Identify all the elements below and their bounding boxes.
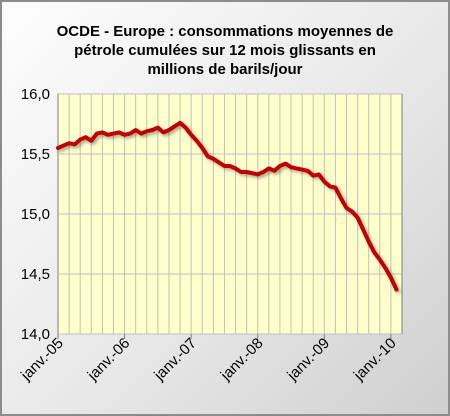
title-line-1: OCDE - Europe : consommations moyennes d… [56, 23, 394, 40]
data-point [328, 184, 332, 188]
data-point [322, 180, 326, 184]
data-point [145, 129, 149, 133]
data-point [350, 210, 354, 214]
data-point [311, 174, 315, 178]
chart-title: OCDE - Europe : consommations moyennes d… [0, 22, 450, 79]
data-point [228, 164, 232, 168]
data-point [239, 170, 243, 174]
data-point [339, 196, 343, 200]
data-point [89, 139, 93, 143]
data-point [123, 133, 127, 137]
x-tick-label: janv.-06 [84, 335, 134, 385]
data-point [200, 146, 204, 150]
title-line-3: millions de barils/jour [147, 61, 303, 78]
data-point [195, 139, 199, 143]
data-point [345, 206, 349, 210]
y-tick-label: 14,0 [21, 326, 50, 343]
data-point [178, 121, 182, 125]
data-point [167, 128, 171, 132]
consumption-line [56, 120, 399, 292]
data-point [300, 168, 304, 172]
data-point [95, 132, 99, 136]
data-point [378, 258, 382, 262]
data-point [295, 166, 299, 170]
data-point [272, 169, 276, 173]
data-point [245, 170, 249, 174]
data-point [173, 124, 177, 128]
data-point [117, 130, 121, 134]
data-point [367, 240, 371, 244]
data-point [383, 266, 387, 270]
data-point [73, 142, 77, 146]
data-point [306, 169, 310, 173]
data-point [161, 130, 165, 134]
data-point [284, 162, 288, 166]
data-point [184, 126, 188, 130]
x-tick-label: janv.-07 [150, 335, 200, 385]
data-point [217, 160, 221, 164]
data-point [67, 141, 71, 145]
data-point [189, 133, 193, 137]
data-point [100, 130, 104, 134]
data-point [112, 132, 116, 136]
y-axis: 14,0 14,5 15,0 15,5 16,0 [21, 86, 50, 343]
data-point [156, 126, 160, 130]
data-point [134, 128, 138, 132]
data-point [317, 172, 321, 176]
data-point [56, 146, 60, 150]
data-point [267, 166, 271, 170]
x-tick-label: janv.-08 [217, 335, 267, 385]
data-point [84, 135, 88, 139]
data-point [389, 276, 393, 280]
title-line-2: pétrole cumulées sur 12 mois glissants e… [74, 42, 376, 59]
data-point [150, 128, 154, 132]
data-point [256, 172, 260, 176]
data-point [261, 170, 265, 174]
data-point [372, 250, 376, 254]
data-point [206, 154, 210, 158]
x-tick-label: janv.-09 [283, 335, 333, 385]
y-tick-label: 14,5 [21, 266, 50, 283]
y-tick-label: 15,5 [21, 146, 50, 163]
data-point [128, 132, 132, 136]
y-tick-label: 15,0 [21, 206, 50, 223]
data-point [234, 166, 238, 170]
data-point [333, 186, 337, 190]
x-tick-label: janv.-10 [350, 335, 400, 385]
data-point [106, 133, 110, 137]
data-point [62, 144, 66, 148]
x-axis: janv.-05 janv.-06 janv.-07 janv.-08 janv.-09… [17, 334, 400, 384]
data-point [250, 171, 254, 175]
data-point [361, 228, 365, 232]
data-point [278, 164, 282, 168]
y-tick-label: 16,0 [21, 86, 50, 103]
data-point [223, 164, 227, 168]
data-point [356, 216, 360, 220]
data-point [395, 288, 399, 292]
data-point [78, 138, 82, 142]
data-point [211, 157, 215, 161]
data-point [289, 165, 293, 169]
data-point [139, 132, 143, 136]
